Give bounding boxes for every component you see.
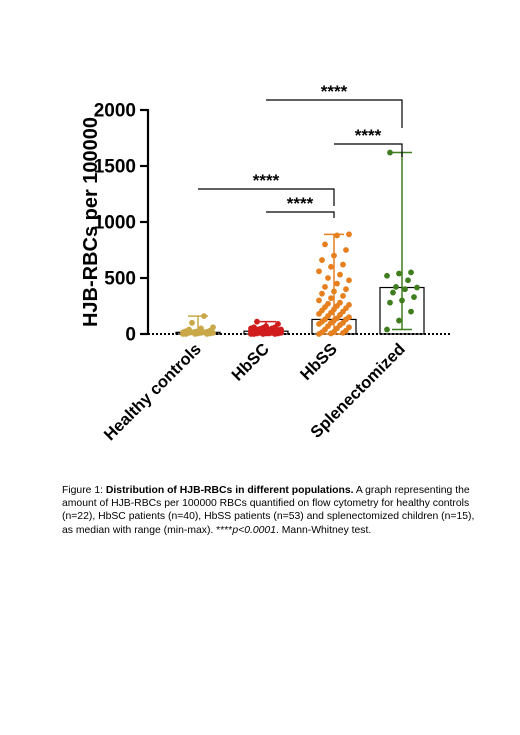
- data-point: [411, 294, 417, 300]
- significance-bracket: [198, 188, 335, 206]
- data-point: [316, 268, 322, 275]
- chart: 0 500 1000 1500 2000 **** **** **** **** HJB-RB…: [80, 82, 450, 444]
- data-point: [328, 295, 334, 302]
- data-point: [396, 317, 402, 324]
- data-point: [186, 326, 192, 333]
- data-point: [201, 313, 207, 319]
- significance-bracket: [266, 211, 335, 218]
- data-point: [331, 252, 337, 259]
- figure-caption: Figure 1: Distribution of HJB-RBCs in di…: [62, 484, 482, 537]
- data-point: [337, 271, 343, 278]
- data-point: [387, 149, 393, 156]
- significance-label: ****: [355, 126, 382, 145]
- data-point: [396, 270, 402, 277]
- data-point: [340, 293, 346, 299]
- data-point: [322, 284, 328, 290]
- significance-label: ****: [287, 194, 314, 213]
- data-point: [198, 325, 204, 332]
- data-point: [210, 324, 216, 331]
- caption-pvalue: p<0.0001: [232, 524, 276, 536]
- data-point: [334, 232, 340, 239]
- data-point: [328, 263, 334, 270]
- data-point: [331, 288, 337, 295]
- significance-label: ****: [321, 82, 348, 101]
- data-point: [405, 277, 411, 284]
- x-tick-label: HbSC: [228, 340, 273, 385]
- data-point: [399, 297, 405, 304]
- x-tick-label: HbSS: [297, 340, 341, 384]
- data-point: [402, 286, 408, 293]
- data-point: [343, 286, 349, 293]
- data-point: [337, 299, 343, 306]
- y-tick-label: 2000: [94, 101, 136, 122]
- axes: 0 500 1000 1500 2000: [94, 101, 450, 346]
- data-point: [393, 284, 399, 290]
- data-point: [340, 261, 346, 268]
- significance-bracket: [334, 143, 403, 157]
- bars: [175, 151, 425, 335]
- data-point: [343, 247, 349, 253]
- y-axis-label: HJB-RBCs per 100000: [80, 117, 102, 327]
- data-point: [254, 318, 260, 325]
- data-point: [334, 280, 340, 287]
- data-point: [346, 314, 352, 321]
- data-point: [346, 324, 352, 331]
- data-point: [325, 300, 331, 307]
- data-point: [325, 275, 331, 281]
- y-tick-label: 500: [104, 269, 136, 290]
- data-point: [316, 297, 322, 304]
- data-point: [408, 308, 414, 315]
- y-tick-label: 1500: [94, 157, 136, 178]
- data-point: [319, 290, 325, 297]
- x-tick-label: Healthy controls: [101, 340, 205, 444]
- data-point: [263, 323, 269, 330]
- data-point: [189, 319, 195, 326]
- data-points: [180, 149, 420, 337]
- caption-title: Distribution of HJB-RBCs in different po…: [105, 485, 354, 496]
- significance-brackets: **** **** **** ****: [198, 82, 403, 218]
- data-point: [251, 324, 257, 331]
- data-point: [390, 289, 396, 296]
- data-point: [319, 257, 325, 263]
- y-tick-label: 0: [125, 325, 136, 346]
- data-point: [278, 326, 284, 333]
- data-point: [384, 326, 390, 333]
- caption-suffix: . Mann-Whitney test.: [276, 524, 372, 536]
- significance-label: ****: [253, 171, 280, 190]
- data-point: [387, 299, 393, 306]
- caption-body: A graph representing the amount of HJB-R…: [62, 485, 475, 536]
- caption-prefix: Figure 1:: [62, 485, 106, 496]
- data-point: [384, 272, 390, 279]
- data-point: [346, 301, 352, 308]
- data-point: [322, 241, 328, 248]
- data-point: [346, 277, 352, 284]
- data-point: [408, 269, 414, 276]
- data-point: [346, 231, 352, 238]
- data-point: [414, 284, 420, 291]
- data-point: [275, 321, 281, 327]
- y-tick-label: 1000: [94, 213, 136, 234]
- significance-bracket: [266, 99, 403, 128]
